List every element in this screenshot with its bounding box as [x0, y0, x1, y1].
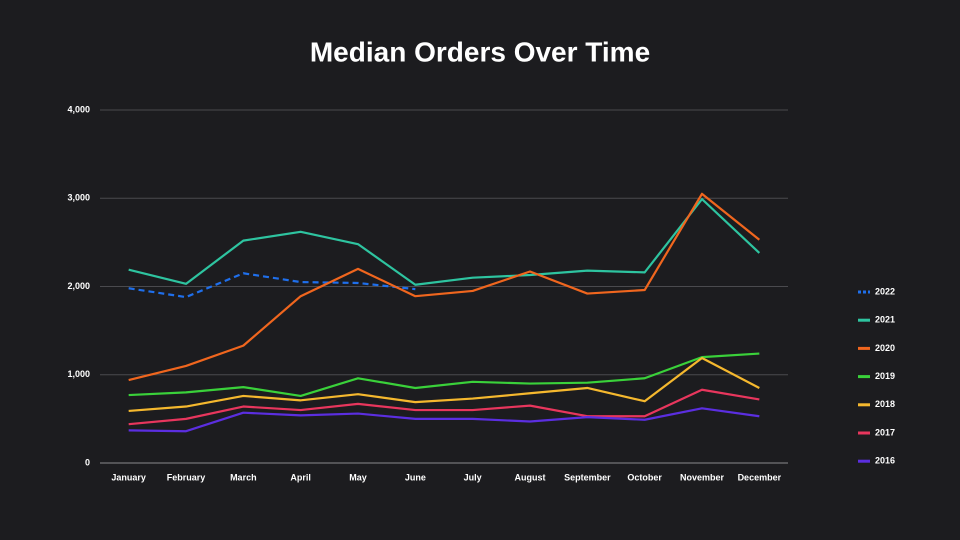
legend-label: 2017 [875, 427, 895, 437]
series-line [128, 352, 760, 398]
x-tick-label: July [464, 472, 482, 482]
x-tick-label: May [349, 472, 367, 482]
legend-label: 2021 [875, 315, 895, 325]
y-tick-label: 3,000 [67, 193, 90, 203]
series-line [128, 272, 416, 299]
x-tick-label: September [564, 472, 611, 482]
series-line [128, 356, 760, 413]
x-tick-label: February [167, 472, 206, 482]
legend-label: 2018 [875, 399, 895, 409]
y-tick-label: 1,000 [67, 369, 90, 379]
series-line [128, 198, 761, 286]
x-tick-label: October [627, 472, 662, 482]
y-tick-label: 2,000 [67, 281, 90, 291]
chart-title: Median Orders Over Time [310, 36, 650, 67]
series-line [128, 192, 761, 382]
y-tick-label: 0 [85, 457, 90, 467]
y-tick-label: 4,000 [67, 104, 90, 114]
x-tick-label: November [680, 472, 725, 482]
x-tick-label: August [515, 472, 546, 482]
x-tick-label: April [290, 472, 311, 482]
x-tick-label: December [738, 472, 782, 482]
legend-label: 2019 [875, 371, 895, 381]
x-tick-label: January [111, 472, 146, 482]
legend-label: 2016 [875, 456, 895, 466]
series-line [128, 407, 760, 433]
legend-label: 2022 [875, 286, 895, 296]
series-line [128, 388, 760, 426]
x-tick-label: March [230, 472, 257, 482]
x-tick-label: June [405, 472, 426, 482]
legend-label: 2020 [875, 343, 895, 353]
